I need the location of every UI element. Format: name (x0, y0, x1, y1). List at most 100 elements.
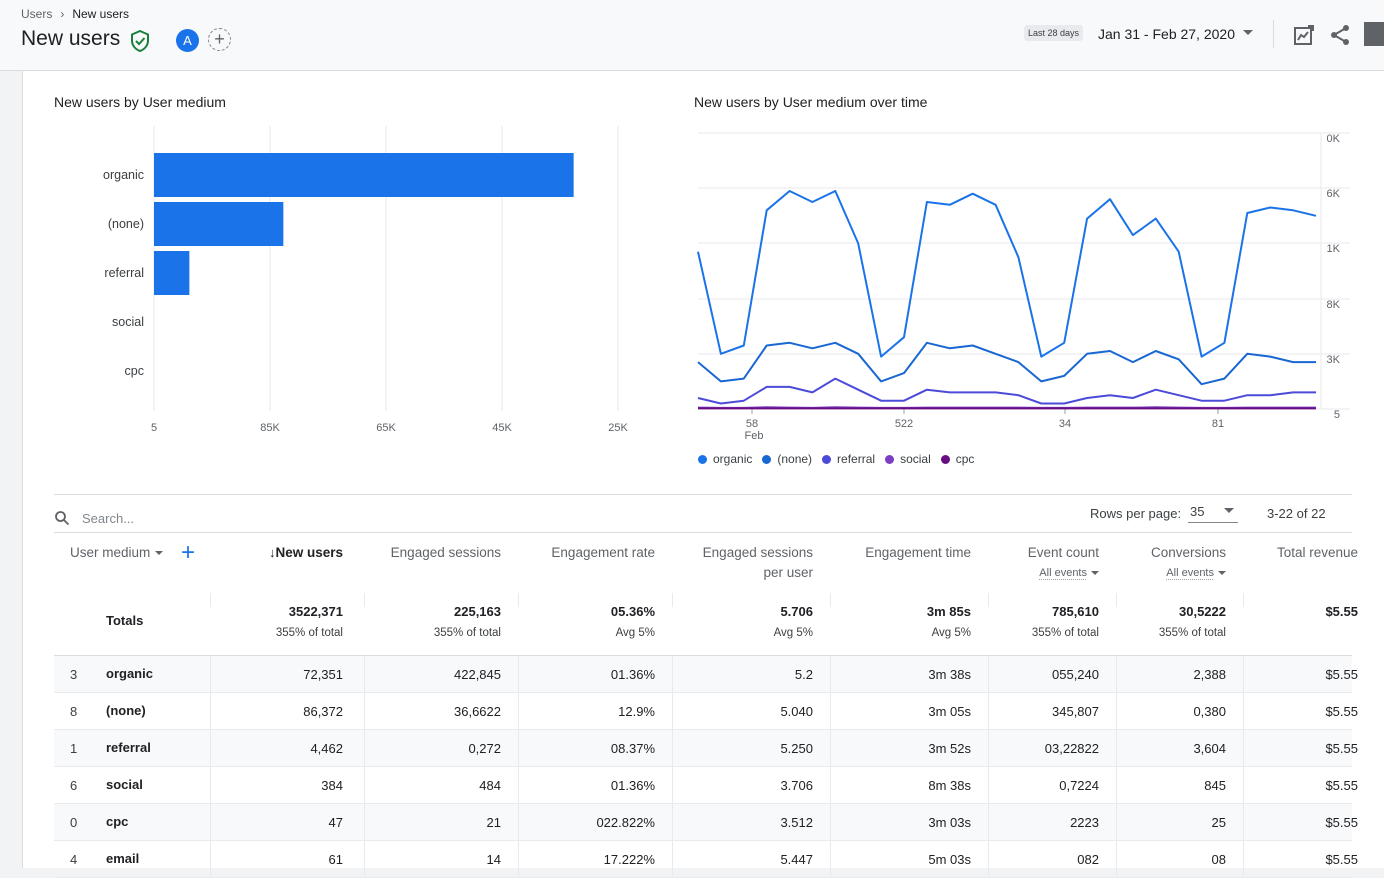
column-header-event-count[interactable]: Event count All events (989, 543, 1099, 581)
line-y-tick-label: 6K (1327, 188, 1341, 200)
customize-report-icon[interactable] (1293, 24, 1315, 46)
bar-referral[interactable] (154, 251, 190, 295)
totals-cell: 30,5222 355% of total (1116, 603, 1226, 641)
column-header-engagement-time[interactable]: Engagement time (831, 543, 971, 563)
bar-chart: 5 85K 65K 45K 25K organic (none) referral social… (103, 126, 628, 434)
table-cell: 36,6622 (454, 704, 501, 719)
row-dimension-value: cpc (106, 814, 129, 829)
search-icon (55, 511, 70, 526)
column-divider (364, 730, 365, 766)
line-x-tick-label: 58 (746, 418, 758, 430)
line-x-tick-label: 81 (1212, 418, 1224, 430)
line-series-none[interactable] (697, 341, 1316, 386)
date-range-chip[interactable]: Last 28 days (1024, 25, 1084, 41)
column-header-engagement-rate[interactable]: Engagement rate (515, 543, 655, 563)
column-filter-select[interactable]: All events (989, 565, 1099, 581)
column-divider (210, 693, 211, 729)
legend-item[interactable]: cpc (940, 452, 974, 466)
table-cell: 14 (486, 852, 501, 867)
legend-dot-icon (940, 454, 950, 464)
rows-per-page-select[interactable]: 35 (1188, 502, 1238, 523)
add-dimension-button[interactable]: + (181, 539, 196, 566)
totals-cell: 05.36% Avg 5% (515, 603, 655, 641)
table-row[interactable]: 3 organic 72,351 422,845 01.36% 5.2 3m 38s 055,… (54, 656, 1358, 693)
table-cell: 022.822% (596, 815, 655, 830)
column-divider (988, 767, 989, 803)
row-dimension-value: social (106, 777, 143, 792)
table-cell: 08 (1211, 852, 1226, 867)
legend-label: social (900, 452, 931, 466)
table-cell: 384 (321, 778, 343, 793)
table-row[interactable]: 6 social 384 484 01.36% 3.706 8m 38s 0,7224 845 $… (54, 767, 1358, 804)
legend-item[interactable]: (none) (762, 452, 812, 466)
add-comparison-button[interactable]: + (208, 28, 231, 51)
table-cell: 25 (1211, 815, 1226, 830)
share-icon[interactable] (1329, 24, 1351, 46)
totals-value: 05.36% (610, 604, 655, 619)
row-dimension-value: email (106, 851, 140, 866)
breadcrumb-users-link[interactable]: Users (21, 7, 53, 21)
legend-item[interactable]: social (885, 452, 931, 466)
table-cell: 845 (1204, 778, 1226, 793)
column-header-engaged-sessions[interactable]: Engaged sessions (361, 543, 501, 563)
dimension-header[interactable]: User medium (70, 543, 164, 563)
column-header-conversions[interactable]: Conversions All events (1116, 543, 1226, 581)
legend-item[interactable]: organic (698, 452, 752, 466)
table-cell: 3.512 (780, 815, 813, 830)
bar-category-label: (none) (108, 217, 144, 231)
column-divider (672, 656, 673, 692)
bar-x-tick-label: 25K (608, 422, 628, 434)
totals-value: $5.55 (1325, 604, 1358, 619)
totals-subtext: 355% of total (1158, 627, 1226, 639)
column-header-label: Engagement time (865, 545, 971, 560)
bar-none[interactable] (154, 202, 284, 246)
table-cell: 345,807 (1052, 704, 1099, 719)
column-filter-select[interactable]: All events (1116, 565, 1226, 581)
column-divider (672, 767, 673, 803)
line-series-organic[interactable] (697, 190, 1317, 358)
search-input[interactable] (80, 509, 584, 527)
column-divider (672, 841, 673, 877)
table-cell: $5.55 (1325, 704, 1358, 719)
chevron-down-icon[interactable] (1243, 30, 1253, 35)
column-header-engaged-sessions-per-user[interactable]: Engaged sessions per user (683, 543, 813, 583)
legend-label: organic (713, 452, 753, 466)
line-x-tick-label: 34 (1059, 418, 1071, 430)
date-range-value[interactable]: Jan 31 - Feb 27, 2020 (1098, 26, 1235, 42)
row-rank: 3 (70, 667, 78, 682)
column-divider (210, 730, 211, 766)
legend-item[interactable]: referral (822, 452, 875, 466)
table-cell: 86,372 (303, 704, 343, 719)
table-row[interactable]: 0 cpc 47 21 022.822% 3.512 3m 03s 2223 25 $5.55 (54, 804, 1358, 841)
table-cell: 3m 38s (928, 667, 971, 682)
column-divider (210, 656, 211, 692)
line-series-referral[interactable] (697, 377, 1316, 405)
totals-subtext: 355% of total (433, 627, 501, 639)
table-cell: 17.222% (603, 852, 655, 867)
table-body: 3 organic 72,351 422,845 01.36% 5.2 3m 38s 055,… (54, 656, 1358, 878)
column-divider (988, 804, 989, 840)
column-divider (1243, 767, 1244, 803)
comparison-avatar[interactable]: A (176, 29, 199, 52)
legend-dot-icon (762, 454, 772, 464)
column-header-label: Engaged sessions (390, 545, 501, 560)
table-cell: $5.55 (1325, 741, 1358, 756)
table-cell: $5.55 (1325, 667, 1358, 682)
table-cell: 082 (1077, 852, 1099, 867)
table-cell: 0,7224 (1059, 778, 1099, 793)
table-header-row: User medium + ↓New users Engaged sessions… (54, 533, 1358, 593)
column-divider (364, 841, 365, 877)
bar-organic[interactable] (154, 153, 574, 197)
column-header-new-users[interactable]: ↓New users (203, 543, 343, 563)
table-row[interactable]: 4 email 61 14 17.222% 5.447 5m 03s 082 08 $5.55 (54, 841, 1358, 878)
insights-button[interactable] (1364, 22, 1384, 46)
table-row[interactable]: 8 (none) 86,372 36,6622 12.9% 5.040 3m 05s 345,… (54, 693, 1358, 730)
column-header-total-revenue[interactable]: Total revenue (1248, 543, 1358, 563)
column-divider (988, 730, 989, 766)
row-dimension-value: referral (106, 740, 151, 755)
sort-desc-icon: ↓ (268, 545, 276, 560)
table-cell: 61 (328, 852, 343, 867)
chevron-down-icon (1224, 508, 1234, 513)
column-divider (830, 656, 831, 692)
table-row[interactable]: 1 referral 4,462 0,272 08.37% 5.250 3m 52s 03,2… (54, 730, 1358, 767)
